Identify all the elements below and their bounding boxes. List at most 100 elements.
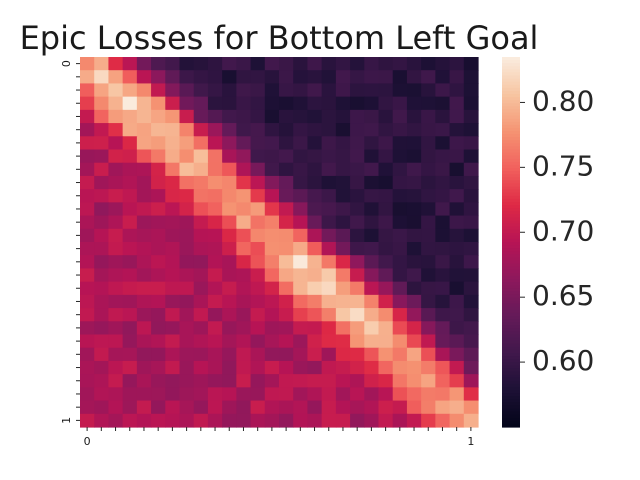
heatmap-cell — [378, 413, 394, 428]
heatmap-cell — [463, 400, 479, 415]
heatmap-cell — [193, 334, 209, 349]
heatmap-cell — [364, 228, 380, 243]
heatmap-cell — [222, 228, 237, 243]
colorbar-segment — [502, 300, 520, 305]
heatmap-cell — [136, 321, 152, 336]
heatmap-cell — [378, 268, 394, 283]
heatmap-cell — [165, 149, 181, 164]
heatmap-cell — [136, 215, 152, 230]
heatmap-cell — [364, 334, 380, 349]
heatmap-cell — [350, 175, 365, 190]
colorbar-segment — [502, 164, 520, 169]
chart-title: Epic Losses for Bottom Left Goal — [20, 19, 539, 57]
heatmap-cell — [193, 83, 209, 98]
colorbar-segment — [502, 254, 520, 259]
colorbar-segment — [502, 72, 520, 77]
heatmap-cell — [236, 70, 252, 85]
heatmap-cell — [236, 387, 252, 402]
colorbar-segment — [502, 316, 520, 320]
heatmap-cell — [136, 202, 152, 217]
colorbar-segment — [502, 208, 520, 212]
heatmap-cell — [193, 374, 209, 388]
heatmap-cell — [421, 215, 436, 230]
heatmap-cell — [435, 136, 451, 151]
heatmap-cell — [463, 175, 479, 190]
colorbar-segment — [502, 171, 520, 175]
heatmap-cell — [179, 96, 195, 111]
heatmap-cell — [250, 400, 266, 415]
heatmap-cell — [179, 123, 195, 137]
colorbar-segment — [502, 57, 520, 61]
heatmap-cell — [108, 96, 124, 111]
heatmap-cell — [335, 374, 351, 388]
heatmap-cell — [364, 175, 380, 190]
colorbar-segment — [502, 294, 520, 299]
heatmap-cell — [279, 149, 294, 164]
heatmap-cell — [435, 334, 451, 349]
heatmap-cell — [264, 162, 280, 177]
heatmap-cell — [279, 136, 294, 151]
heatmap-cell — [193, 96, 209, 111]
heatmap-cell — [449, 347, 465, 362]
heatmap-cell — [94, 136, 110, 151]
heatmap-cell — [165, 255, 181, 270]
heatmap-cell — [335, 83, 351, 98]
heatmap-cell — [307, 162, 323, 177]
heatmap-cell — [307, 96, 323, 111]
heatmap-cell — [80, 96, 95, 111]
heatmap-cell — [392, 308, 408, 322]
heatmap-cell — [406, 242, 422, 256]
colorbar-segment — [502, 331, 520, 336]
heatmap-cell — [335, 96, 351, 111]
colorbar-segment — [502, 112, 520, 117]
heatmap-cell — [435, 70, 451, 85]
heatmap-cell — [321, 321, 337, 336]
heatmap-cell — [463, 149, 479, 164]
heatmap-cell — [94, 149, 110, 164]
heatmap-cell — [293, 374, 309, 388]
heatmap-cell — [236, 57, 252, 71]
heatmap-cell — [335, 413, 351, 428]
heatmap-cell — [236, 162, 252, 177]
colorbar-segment — [502, 242, 520, 246]
heatmap-cell — [449, 215, 465, 230]
heatmap-cell — [179, 57, 195, 71]
colorbar-segment — [502, 248, 520, 252]
heatmap-cell — [335, 268, 351, 283]
heatmap-cell — [435, 387, 451, 402]
heatmap-cell — [250, 96, 266, 111]
heatmap-cell — [136, 281, 152, 296]
heatmap-cell — [222, 255, 237, 270]
heatmap-cell — [207, 400, 223, 415]
heatmap-cell — [151, 334, 166, 349]
heatmap-cell — [279, 202, 294, 217]
heatmap-cell — [236, 109, 252, 124]
heatmap-cell — [321, 281, 337, 296]
heatmap-cell — [151, 83, 166, 98]
heatmap-cell — [250, 189, 266, 203]
heatmap-cell — [350, 334, 365, 349]
heatmap-cell — [222, 281, 237, 296]
heatmap-cell — [165, 162, 181, 177]
heatmap-cell — [94, 400, 110, 415]
heatmap-cell — [250, 281, 266, 296]
heatmap-cell — [193, 308, 209, 322]
heatmap-cell — [350, 123, 365, 137]
heatmap-cell — [378, 70, 394, 85]
heatmap-cell — [165, 175, 181, 190]
colorbar-segment — [502, 201, 520, 206]
heatmap-cell — [222, 175, 237, 190]
colorbar-segment — [502, 297, 520, 302]
heatmap-cell — [307, 400, 323, 415]
heatmap-cell — [307, 202, 323, 217]
heatmap-cell — [335, 189, 351, 203]
heatmap-cell — [335, 123, 351, 137]
heatmap-cell — [193, 387, 209, 402]
heatmap-cell — [207, 360, 223, 375]
heatmap-cell — [350, 109, 365, 124]
heatmap-cell — [179, 321, 195, 336]
heatmap-cell — [279, 321, 294, 336]
heatmap-cell — [378, 347, 394, 362]
heatmap-cell — [279, 281, 294, 296]
